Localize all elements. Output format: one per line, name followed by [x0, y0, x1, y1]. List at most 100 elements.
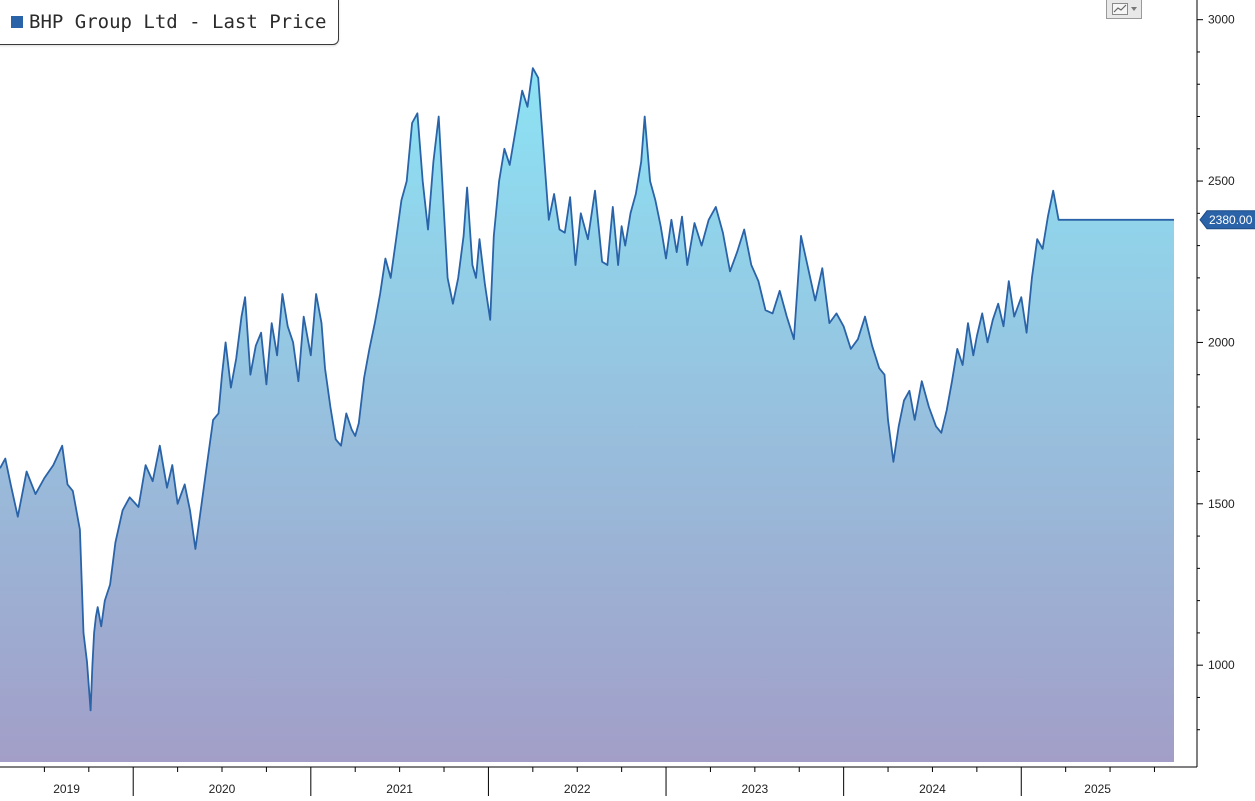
price-line	[0, 67, 1174, 712]
price-point	[509, 164, 511, 166]
y-tick-label: 2000	[1208, 335, 1235, 349]
price-point	[640, 161, 642, 163]
price-point	[1058, 219, 1060, 221]
price-point	[564, 232, 566, 234]
price-point	[225, 342, 227, 344]
price-point	[129, 497, 131, 499]
price-point	[793, 338, 795, 340]
chart-type-button[interactable]	[1106, 0, 1142, 19]
price-point	[676, 251, 678, 253]
price-point	[1164, 219, 1166, 221]
price-point	[569, 196, 571, 198]
price-point	[681, 216, 683, 218]
price-point	[83, 632, 85, 634]
price-point	[909, 390, 911, 392]
price-point	[1036, 238, 1038, 240]
price-point	[172, 464, 174, 466]
price-point	[997, 303, 999, 305]
price-point	[1052, 190, 1054, 192]
price-point	[443, 213, 445, 215]
price-point	[266, 384, 268, 386]
price-point	[1031, 277, 1033, 279]
price-point	[946, 409, 948, 411]
last-price-label: 2380.00	[1209, 213, 1253, 227]
price-point	[315, 293, 317, 295]
price-point	[548, 219, 550, 221]
price-point	[655, 200, 657, 202]
price-point	[1148, 219, 1150, 221]
line-chart-icon	[1111, 3, 1128, 15]
legend-label: BHP Group Ltd - Last Price	[29, 11, 327, 33]
price-point	[385, 258, 387, 260]
price-point	[836, 313, 838, 315]
price-point	[358, 422, 360, 424]
price-point	[1095, 219, 1097, 221]
price-point	[417, 113, 419, 115]
price-point	[260, 332, 262, 334]
price-point	[1116, 219, 1118, 221]
price-point	[250, 374, 252, 376]
price-point	[369, 348, 371, 350]
price-point	[850, 348, 852, 350]
price-point	[624, 245, 626, 247]
price-point	[671, 219, 673, 221]
y-tick-label: 2500	[1208, 174, 1235, 188]
x-tick-label: 2025	[1084, 782, 1111, 796]
price-point	[457, 277, 459, 279]
price-point	[346, 413, 348, 415]
price-point	[1106, 219, 1108, 221]
price-point	[1090, 219, 1092, 221]
price-point	[230, 387, 232, 389]
price-point	[649, 180, 651, 182]
price-point	[543, 148, 545, 150]
price-point	[241, 316, 243, 318]
price-point	[962, 364, 964, 366]
price-point	[115, 542, 117, 544]
price-point	[887, 419, 889, 421]
price-point	[255, 345, 257, 347]
y-tick-label: 1500	[1208, 497, 1235, 511]
price-point	[184, 484, 186, 486]
price-point	[914, 419, 916, 421]
price-area-fill	[0, 68, 1174, 763]
y-tick-label: 1000	[1208, 658, 1235, 672]
x-tick-label: 2020	[209, 782, 236, 796]
price-point	[86, 661, 88, 663]
price-point	[957, 348, 959, 350]
price-point	[1143, 219, 1145, 221]
price-point	[1063, 219, 1065, 221]
price-point	[340, 445, 342, 447]
price-point	[90, 710, 92, 712]
price-point	[1154, 219, 1156, 221]
price-point	[1084, 219, 1086, 221]
price-point	[612, 206, 614, 208]
price-point	[406, 180, 408, 182]
price-point	[395, 238, 397, 240]
price-point	[829, 322, 831, 324]
price-point	[79, 529, 81, 531]
x-tick-label: 2022	[564, 782, 591, 796]
price-point	[422, 180, 424, 182]
price-point	[310, 355, 312, 357]
price-point	[575, 264, 577, 266]
price-point	[559, 229, 561, 231]
price-point	[814, 300, 816, 302]
price-point	[921, 380, 923, 382]
price-point	[635, 193, 637, 195]
price-point	[479, 238, 481, 240]
price-point	[1003, 326, 1005, 328]
price-point	[617, 264, 619, 266]
price-point	[212, 419, 214, 421]
chevron-down-icon	[1130, 7, 1137, 11]
price-point	[884, 374, 886, 376]
price-point	[1026, 332, 1028, 334]
price-point	[427, 229, 429, 231]
price-point	[271, 322, 273, 324]
price-point	[967, 322, 969, 324]
price-point	[452, 303, 454, 305]
price-point	[736, 251, 738, 253]
price-point	[109, 584, 111, 586]
price-point	[61, 445, 63, 447]
price-point	[1138, 219, 1140, 221]
